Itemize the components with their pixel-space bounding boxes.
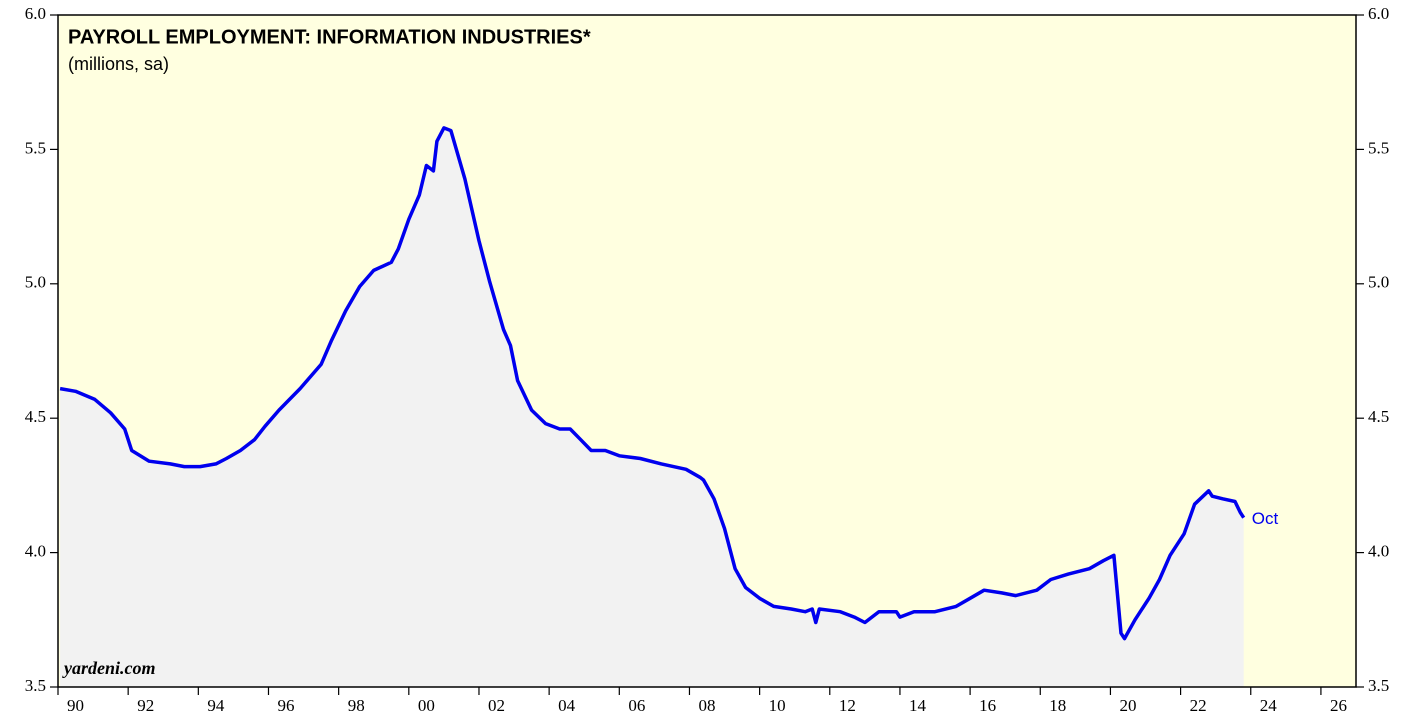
y2-tick-label: 5.0 <box>1368 273 1389 292</box>
y2-tick-label: 5.5 <box>1368 138 1389 157</box>
y2-tick-label: 3.5 <box>1368 676 1389 695</box>
x-tick-label: 22 <box>1190 696 1207 715</box>
y-tick-label: 4.0 <box>25 542 46 561</box>
y-tick-label: 5.0 <box>25 273 46 292</box>
y2-tick-label: 4.5 <box>1368 407 1389 426</box>
x-tick-label: 16 <box>979 696 996 715</box>
x-tick-label: 20 <box>1119 696 1136 715</box>
x-tick-label: 92 <box>137 696 154 715</box>
y-tick-label: 4.5 <box>25 407 46 426</box>
chart-subtitle: (millions, sa) <box>68 54 169 74</box>
y-tick-label: 3.5 <box>25 676 46 695</box>
y-tick-label: 5.5 <box>25 138 46 157</box>
source: yardeni.com <box>62 658 156 678</box>
plot-frame <box>57 14 1357 688</box>
x-tick-label: 96 <box>278 696 295 715</box>
x-tick-label: 18 <box>1049 696 1066 715</box>
x-tick-label: 10 <box>769 696 786 715</box>
x-tick-label: 98 <box>348 696 365 715</box>
area <box>60 127 1244 687</box>
x-tick-label: 26 <box>1330 696 1347 715</box>
annotation: Oct <box>1252 509 1279 528</box>
y-tick-label: 6.0 <box>25 4 46 23</box>
y2-tick-label: 6.0 <box>1368 4 1389 23</box>
chart-title: PAYROLL EMPLOYMENT: INFORMATION INDUSTRI… <box>68 26 591 48</box>
x-tick-label: 12 <box>839 696 856 715</box>
x-tick-label: 00 <box>418 696 435 715</box>
x-tick-label: 02 <box>488 696 505 715</box>
line <box>59 126 1246 641</box>
x-tick-label: 08 <box>699 696 716 715</box>
y2-tick-label: 4.0 <box>1368 542 1389 561</box>
x-tick-label: 90 <box>67 696 84 715</box>
x-tick-label: 06 <box>628 696 645 715</box>
x-tick-label: 14 <box>909 696 927 715</box>
x-tick-label: 94 <box>207 696 225 715</box>
x-tick-label: 24 <box>1260 696 1278 715</box>
x-tick-label: 04 <box>558 696 576 715</box>
